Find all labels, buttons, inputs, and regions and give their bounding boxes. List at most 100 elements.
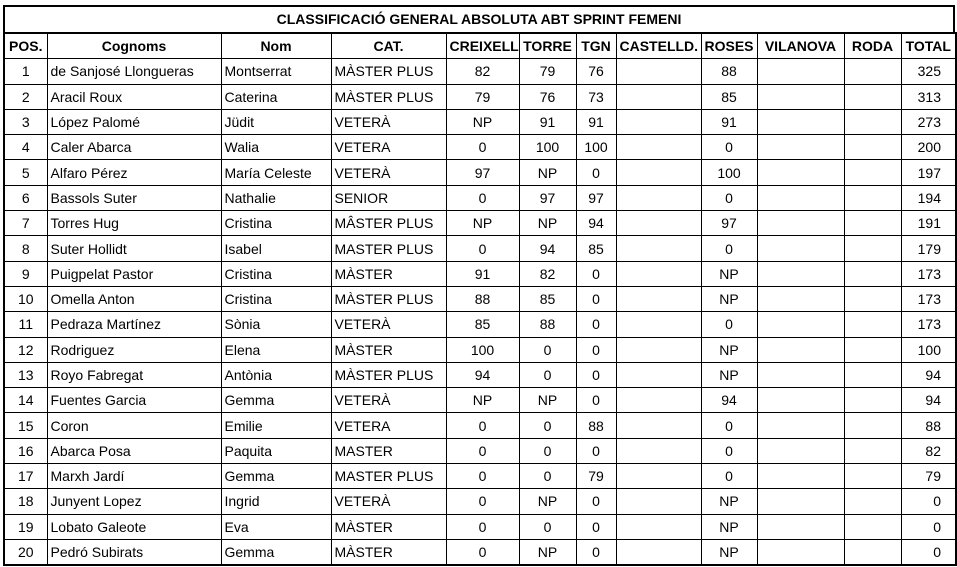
column-header-category: CAT. (330, 32, 447, 60)
cell-creixell: NP (445, 210, 520, 237)
cell-surname: de Sanjosé Llongueras (46, 58, 222, 85)
cell-roda (843, 513, 902, 540)
cell-name: Paquita (220, 437, 332, 465)
cell-vilanova (756, 437, 845, 465)
cell-creixell: 79 (445, 83, 520, 110)
cell-name: Gemma (220, 387, 332, 414)
cell-creixell: 0 (445, 538, 520, 566)
cell-surname: Aracil Roux (46, 83, 222, 110)
cell-creixell: 0 (445, 184, 520, 212)
cell-pos: 12 (3, 336, 48, 363)
cell-surname: Marxh Jardí (46, 463, 222, 490)
cell-creixell: 100 (445, 336, 520, 363)
cell-tgn: 0 (575, 285, 617, 313)
cell-pos: 19 (3, 513, 48, 540)
column-header-name: Nom (220, 32, 332, 60)
cell-roses: 100 (700, 159, 758, 186)
cell-category: VETERA (330, 134, 447, 161)
column-header-torre: TORRE (518, 32, 577, 60)
table-row: 13 Royo Fabregat Antònia MÀSTER PLUS 94 0 0 NP 9… (3, 361, 957, 389)
cell-torre: 100 (518, 134, 577, 161)
cell-roses: 0 (700, 463, 758, 490)
cell-surname: Junyent Lopez (46, 488, 222, 515)
cell-tgn: 97 (575, 184, 617, 212)
cell-name: Nathalie (220, 184, 332, 212)
cell-category: MASTER (330, 437, 447, 465)
cell-name: Gemma (220, 463, 332, 490)
cell-total: 173 (900, 260, 957, 287)
cell-tgn: 100 (575, 134, 617, 161)
cell-pos: 1 (3, 58, 48, 85)
cell-pos: 5 (3, 159, 48, 186)
cell-creixell: 0 (445, 235, 520, 262)
cell-total: 88 (900, 412, 957, 439)
cell-torre: 0 (518, 437, 577, 465)
cell-torre: NP (518, 387, 577, 414)
cell-creixell: 94 (445, 361, 520, 389)
cell-roses: 94 (700, 387, 758, 414)
header-row: POS. Cognoms Nom CAT. CREIXELL TORRE TGN CASTEL… (3, 32, 957, 60)
cell-roses: 0 (700, 134, 758, 161)
table-row: 3 López Palomé Jüdit VETERÀ NP 91 91 91 273 (3, 108, 957, 136)
cell-castelld (615, 83, 702, 110)
table-row: 17 Marxh Jardí Gemma MASTER PLUS 0 0 79 0 79 (3, 463, 957, 490)
cell-castelld (615, 159, 702, 186)
column-header-surname: Cognoms (46, 32, 222, 60)
cell-tgn: 91 (575, 108, 617, 136)
cell-castelld (615, 260, 702, 287)
cell-roda (843, 488, 902, 515)
cell-category: VETERÀ (330, 108, 447, 136)
cell-creixell: 0 (445, 437, 520, 465)
cell-total: 191 (900, 210, 957, 237)
cell-name: Cristina (220, 285, 332, 313)
cell-tgn: 0 (575, 311, 617, 338)
cell-roses: 0 (700, 235, 758, 262)
cell-roda (843, 336, 902, 363)
cell-pos: 15 (3, 412, 48, 439)
cell-vilanova (756, 108, 845, 136)
cell-vilanova (756, 488, 845, 515)
table-row: 8 Suter Hollidt Isabel MASTER PLUS 0 94 85 0 179 (3, 235, 957, 262)
column-header-castelld: CASTELLD. (615, 32, 702, 60)
cell-castelld (615, 235, 702, 262)
results-sheet: CLASSIFICACIÓ GENERAL ABSOLUTA ABT SPRIN… (3, 5, 957, 567)
cell-castelld (615, 538, 702, 566)
cell-vilanova (756, 463, 845, 490)
cell-torre: 0 (518, 513, 577, 540)
table-row: 10 Omella Anton Cristina MÀSTER PLUS 88 85 0 NP… (3, 285, 957, 313)
cell-category: VETERA (330, 412, 447, 439)
cell-castelld (615, 134, 702, 161)
cell-creixell: 82 (445, 58, 520, 85)
table-row: 2 Aracil Roux Caterina MÀSTER PLUS 79 76 73 85 3… (3, 83, 957, 110)
cell-category: MÂSTER PLUS (330, 210, 447, 237)
cell-surname: Coron (46, 412, 222, 439)
cell-castelld (615, 437, 702, 465)
cell-name: Caterina (220, 83, 332, 110)
cell-name: Ingrid (220, 488, 332, 515)
column-header-total: TOTAL (900, 32, 957, 60)
cell-roda (843, 387, 902, 414)
cell-roses: 0 (700, 437, 758, 465)
cell-total: 197 (900, 159, 957, 186)
cell-roda (843, 260, 902, 287)
cell-category: VETERÀ (330, 387, 447, 414)
cell-torre: 82 (518, 260, 577, 287)
column-header-vilanova: VILANOVA (756, 32, 845, 60)
cell-name: Isabel (220, 235, 332, 262)
cell-tgn: 0 (575, 387, 617, 414)
cell-surname: Abarca Posa (46, 437, 222, 465)
cell-total: 94 (900, 387, 957, 414)
cell-surname: Pedraza Martínez (46, 311, 222, 338)
cell-name: Montserrat (220, 58, 332, 85)
cell-tgn: 0 (575, 513, 617, 540)
cell-vilanova (756, 387, 845, 414)
table-row: 12 Rodriguez Elena MÀSTER 100 0 0 NP 100 (3, 336, 957, 363)
cell-category: SENIOR (330, 184, 447, 212)
cell-roses: NP (700, 361, 758, 389)
cell-category: MÀSTER PLUS (330, 361, 447, 389)
cell-castelld (615, 412, 702, 439)
cell-vilanova (756, 260, 845, 287)
cell-torre: 76 (518, 83, 577, 110)
cell-total: 0 (900, 538, 957, 566)
cell-castelld (615, 513, 702, 540)
